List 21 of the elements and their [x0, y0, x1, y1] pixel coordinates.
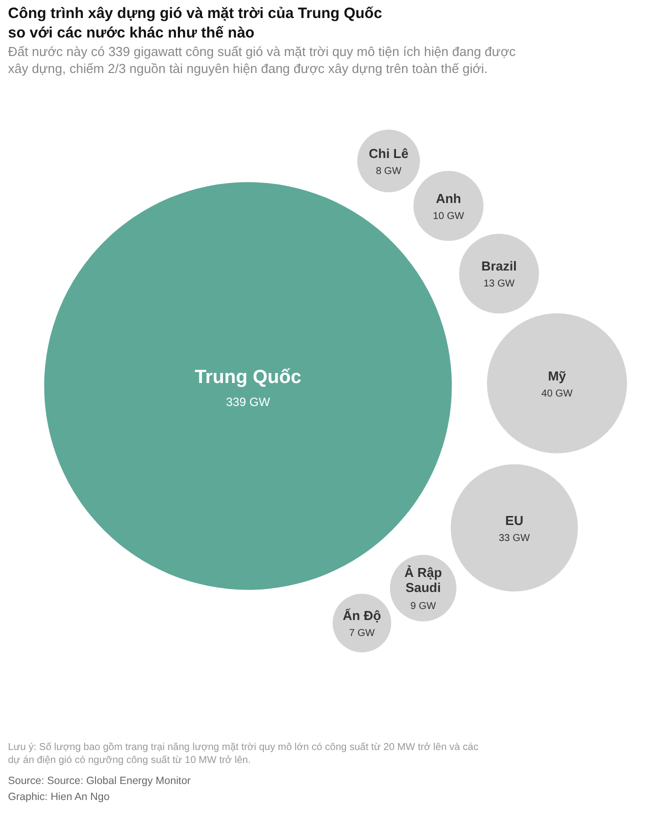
- category-label: Trung Quốc: [194, 367, 302, 388]
- category-label: Chi Lê: [368, 146, 408, 161]
- category-label: Ả Rập Saudi: [404, 565, 442, 596]
- text: Công trình xây dựng gió và mặt trời của Trung Quốc so với các nước khác như thế nào: [8, 5, 382, 42]
- source-note: Source: Source: Global Energy Monitor: [8, 775, 192, 787]
- category-label: EU: [505, 512, 524, 528]
- data-label: 10 GW: [432, 210, 465, 222]
- data-label: 339 GW: [226, 395, 271, 409]
- category-label: Anh: [436, 190, 462, 206]
- text: Đất nước này có 339 gigawatt công suất gió và mặt trời quy mô tiện ích hiện đang được xây dựng, chiếm 2/3 nguồn tài nguyên hiện đang được xây dựng trên toàn thế giới.: [8, 44, 516, 76]
- data-label: 33 GW: [498, 532, 530, 544]
- data-label: 7 GW: [349, 628, 376, 640]
- category-label: Mỹ: [548, 368, 567, 384]
- data-label: 40 GW: [541, 388, 574, 400]
- text: Graphic: Hien An Ngo: [8, 791, 110, 803]
- category-label: Brazil: [481, 258, 517, 274]
- data-label: 9 GW: [410, 601, 437, 612]
- data-label: 13 GW: [483, 278, 516, 290]
- category-label: Ấn Độ: [342, 608, 382, 624]
- data-label: 8 GW: [376, 166, 402, 177]
- text: Lưu ý: Số lượng bao gồm trang trại năng lượng mặt trời quy mô lớn có công suất từ 20 MW trở lên và các dự án điện gió có ngưỡng công suất từ 10 MW trở lên.: [8, 742, 478, 766]
